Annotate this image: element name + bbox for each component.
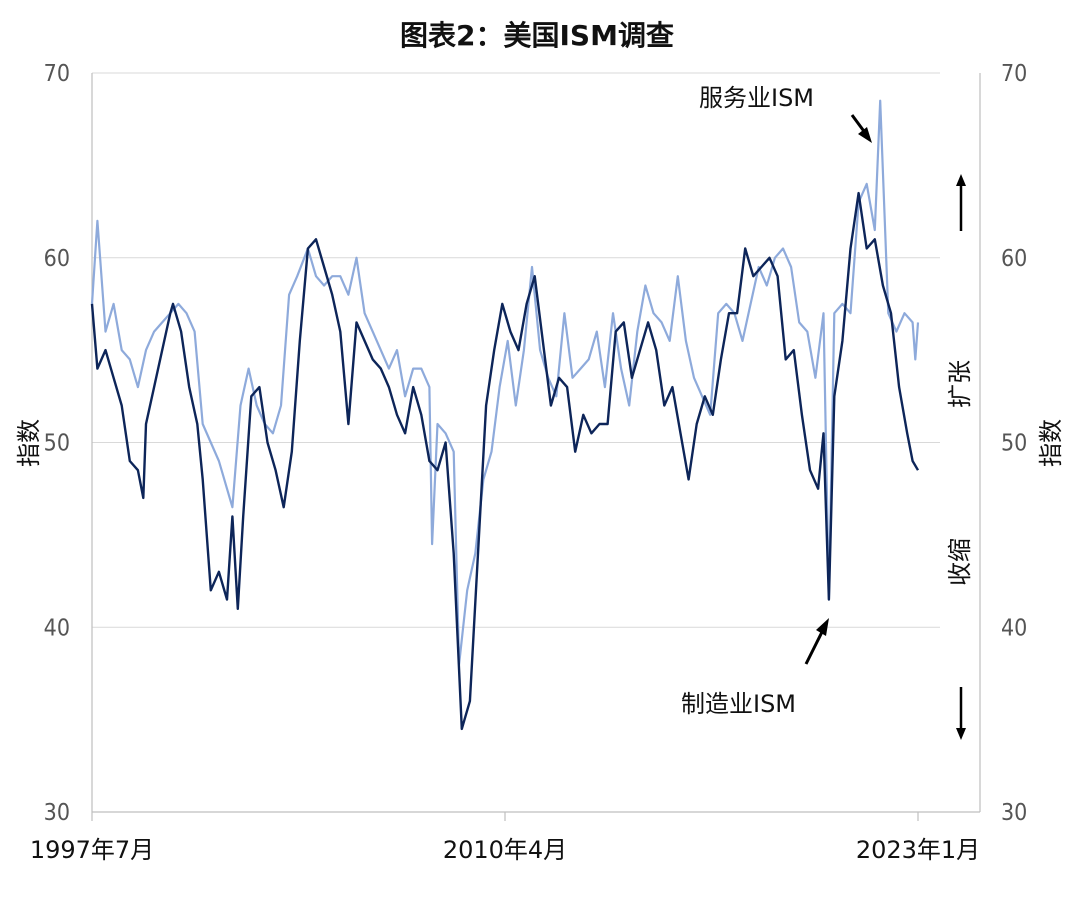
left-y-axis-label: 指数 [15,419,43,467]
down-arrow-head [956,728,966,740]
right-y-tick-40: 40 [1001,615,1027,641]
series-lines [90,99,920,731]
contraction-label: 收缩 [946,538,974,586]
right-y-tick-30: 30 [1001,800,1027,826]
gridlines [92,72,940,628]
left-y-tick-labels: 30 40 50 60 70 [44,61,70,826]
up-arrow-head [956,174,966,186]
right-y-tick-labels: 30 40 50 60 70 [1001,61,1027,826]
right-y-tick-70: 70 [1001,61,1027,87]
left-y-tick-60: 60 [44,246,70,272]
right-y-tick-50: 50 [1001,431,1027,457]
left-y-tick-30: 30 [44,800,70,826]
manufacturing-annotation: 制造业ISM [681,690,796,718]
right-y-axis-label: 指数 [1037,419,1065,467]
x-tick-label-1: 2010年4月 [443,836,567,864]
series-services-line [90,99,920,666]
right-y-tick-60: 60 [1001,246,1027,272]
services-arrow-head [858,127,872,143]
left-y-tick-50: 50 [44,431,70,457]
left-y-tick-70: 70 [44,61,70,87]
x-tick-label-2: 2023年1月 [856,836,980,864]
x-tick-label-0: 1997年7月 [30,836,154,864]
x-tick-labels: 1997年7月 2010年4月 2023年1月 [30,812,980,864]
manufacturing-arrow-head [816,618,829,636]
chart-title: 图表2：美国ISM调查 [400,19,674,52]
expansion-label: 扩张 [946,360,974,408]
manufacturing-arrow-line [804,629,825,665]
services-annotation: 服务业ISM [699,84,814,112]
left-y-tick-40: 40 [44,615,70,641]
series-manufacturing-line [90,191,920,731]
